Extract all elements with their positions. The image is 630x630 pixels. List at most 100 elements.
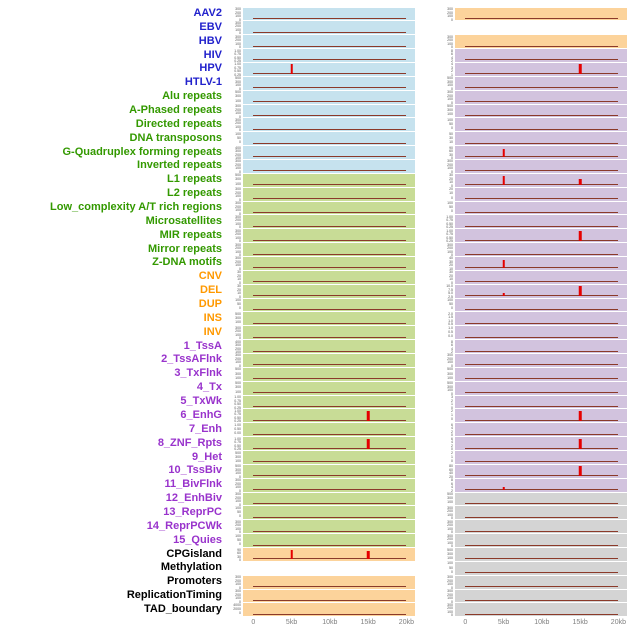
signal-baseline (465, 572, 619, 574)
y-tick-label: 300 (235, 242, 241, 247)
y-tick-label: 500 (235, 76, 241, 81)
y-tick-label: 4000 (233, 602, 241, 607)
y-axis-ticks-right: 806040200 (441, 464, 455, 478)
column-gap (415, 506, 441, 520)
column-gap (415, 464, 441, 478)
track-panel-left (243, 395, 415, 409)
y-axis-ticks-left: 300 200 100 0 (229, 326, 243, 339)
x-axis-right-column: 0 5kb 10kb 15kb 20kb (455, 619, 627, 629)
track-panel-right (455, 478, 627, 492)
signal-baseline (253, 516, 407, 518)
signal-baseline (253, 447, 407, 449)
y-tick-label: 100 (447, 540, 453, 545)
y-tick-label: 2.5 (448, 294, 453, 299)
y-axis-ticks-right: 300 200 100 0 (441, 35, 455, 48)
track-panel-left (243, 340, 415, 354)
y-axis-ticks-left: 100 50 0 (229, 506, 243, 520)
track-panel-left (243, 464, 415, 478)
track-panel-right (455, 159, 627, 173)
signal-baseline (253, 558, 407, 560)
track-panel-right (455, 201, 627, 215)
y-tick-label: 40 (449, 256, 453, 261)
signal-baseline (253, 489, 407, 491)
track-panel-right (455, 173, 627, 187)
y-tick-label: 300 (235, 187, 241, 192)
x-tick-label: 20kb (610, 619, 626, 626)
track-row-inv: INV 300 200 100 0 1.0 0.5 0.0 (0, 326, 630, 340)
track-label: 8_ZNF_Rpts (157, 436, 222, 449)
signal-baseline (465, 530, 619, 532)
signal-baseline (465, 184, 619, 186)
y-tick-label: 0 (451, 530, 453, 534)
track-label: Directed repeats (135, 117, 222, 130)
y-tick-label: 0.75 (234, 412, 241, 417)
y-tick-label: 0 (451, 253, 453, 257)
y-tick-label: 500 (235, 381, 241, 386)
y-axis-ticks-left: 500 300 100 (229, 90, 243, 104)
y-tick-label: 0.5 (448, 322, 453, 326)
column-gap (415, 492, 441, 506)
y-tick-label: 300 (235, 7, 241, 11)
signal-baseline (253, 184, 407, 186)
track-label: 4_Tx (196, 381, 222, 394)
y-axis-ticks-left: 300 200 100 0 (229, 187, 243, 201)
y-tick-label: 20 (237, 273, 241, 278)
y-tick-label: 100 (235, 166, 241, 171)
track-label: 3_TxFlnk (174, 367, 222, 380)
y-tick-label: 100 (235, 27, 241, 32)
y-axis-ticks-left: 1.000.750.500.250.00 (229, 395, 243, 409)
y-tick-label: 0 (239, 31, 241, 35)
y-axis-ticks-left: 4000 2000 0 (229, 603, 243, 617)
track-row-l2-repeats: L2 repeats 300 200 100 0 20 10 0 (0, 187, 630, 201)
y-tick-label: 100 (447, 298, 453, 303)
track-panel-left (243, 187, 415, 201)
y-tick-label: 300 (447, 602, 453, 607)
y-tick-label: 300 (235, 343, 241, 348)
y-tick-label: 300 (447, 7, 453, 11)
y-axis-ticks-right: 300 200 100 0 (441, 534, 455, 547)
y-tick-label: 500 (447, 76, 453, 81)
y-tick-label: 1 (451, 413, 453, 418)
x-tick-label: 0 (463, 619, 468, 626)
y-tick-label: 50 (449, 302, 453, 307)
y-tick-label: 300 (235, 492, 241, 497)
y-tick-label: 0 (451, 280, 453, 285)
y-tick-label: 300 (447, 589, 453, 594)
signal-spike (578, 410, 582, 421)
column-gap (415, 35, 441, 49)
track-label: Mirror repeats (148, 242, 222, 255)
y-tick-label: 0 (239, 86, 241, 91)
y-tick-label: 300 (447, 242, 453, 247)
y-tick-label: 100 (235, 41, 241, 46)
y-tick-label: 0 (239, 585, 241, 590)
y-tick-label: 300 (235, 159, 241, 164)
track-panel-right (455, 7, 627, 21)
column-gap (415, 159, 441, 173)
y-tick-label: 200 (235, 592, 241, 597)
y-tick-label: 20 (449, 474, 453, 479)
y-tick-label: 100 (447, 41, 453, 46)
y-tick-label: 0 (239, 488, 241, 493)
signal-baseline (465, 142, 619, 144)
track-row-9-het: 9_Het 500 300 100 2 1 0 (0, 451, 630, 465)
y-tick-label: 20 (449, 263, 453, 268)
y-tick-label: 100 (235, 320, 241, 325)
signal-baseline (465, 17, 619, 19)
column-gap (415, 62, 441, 76)
track-label: 14_ReprPCWk (146, 519, 222, 532)
column-gap (415, 381, 441, 395)
track-panel-left (243, 492, 415, 506)
track-row-cnv: CNV 30 20 10 0 30 20 10 0 (0, 270, 630, 284)
y-tick-label: 100 (235, 499, 241, 504)
signal-baseline (465, 502, 619, 504)
y-axis-ticks-right: 300 200 100 0 (441, 7, 455, 20)
track-label: G-Quadruplex forming repeats (62, 145, 222, 158)
signal-baseline (253, 170, 407, 172)
y-tick-label: 200 (235, 162, 241, 167)
y-axis-ticks-right: 50 30 10 (441, 132, 455, 146)
track-panel-right (455, 603, 627, 617)
y-axis-ticks-left: 500 300 100 0 (229, 76, 243, 90)
y-tick-label: 0 (239, 530, 241, 534)
y-tick-label: 200 (235, 246, 241, 251)
